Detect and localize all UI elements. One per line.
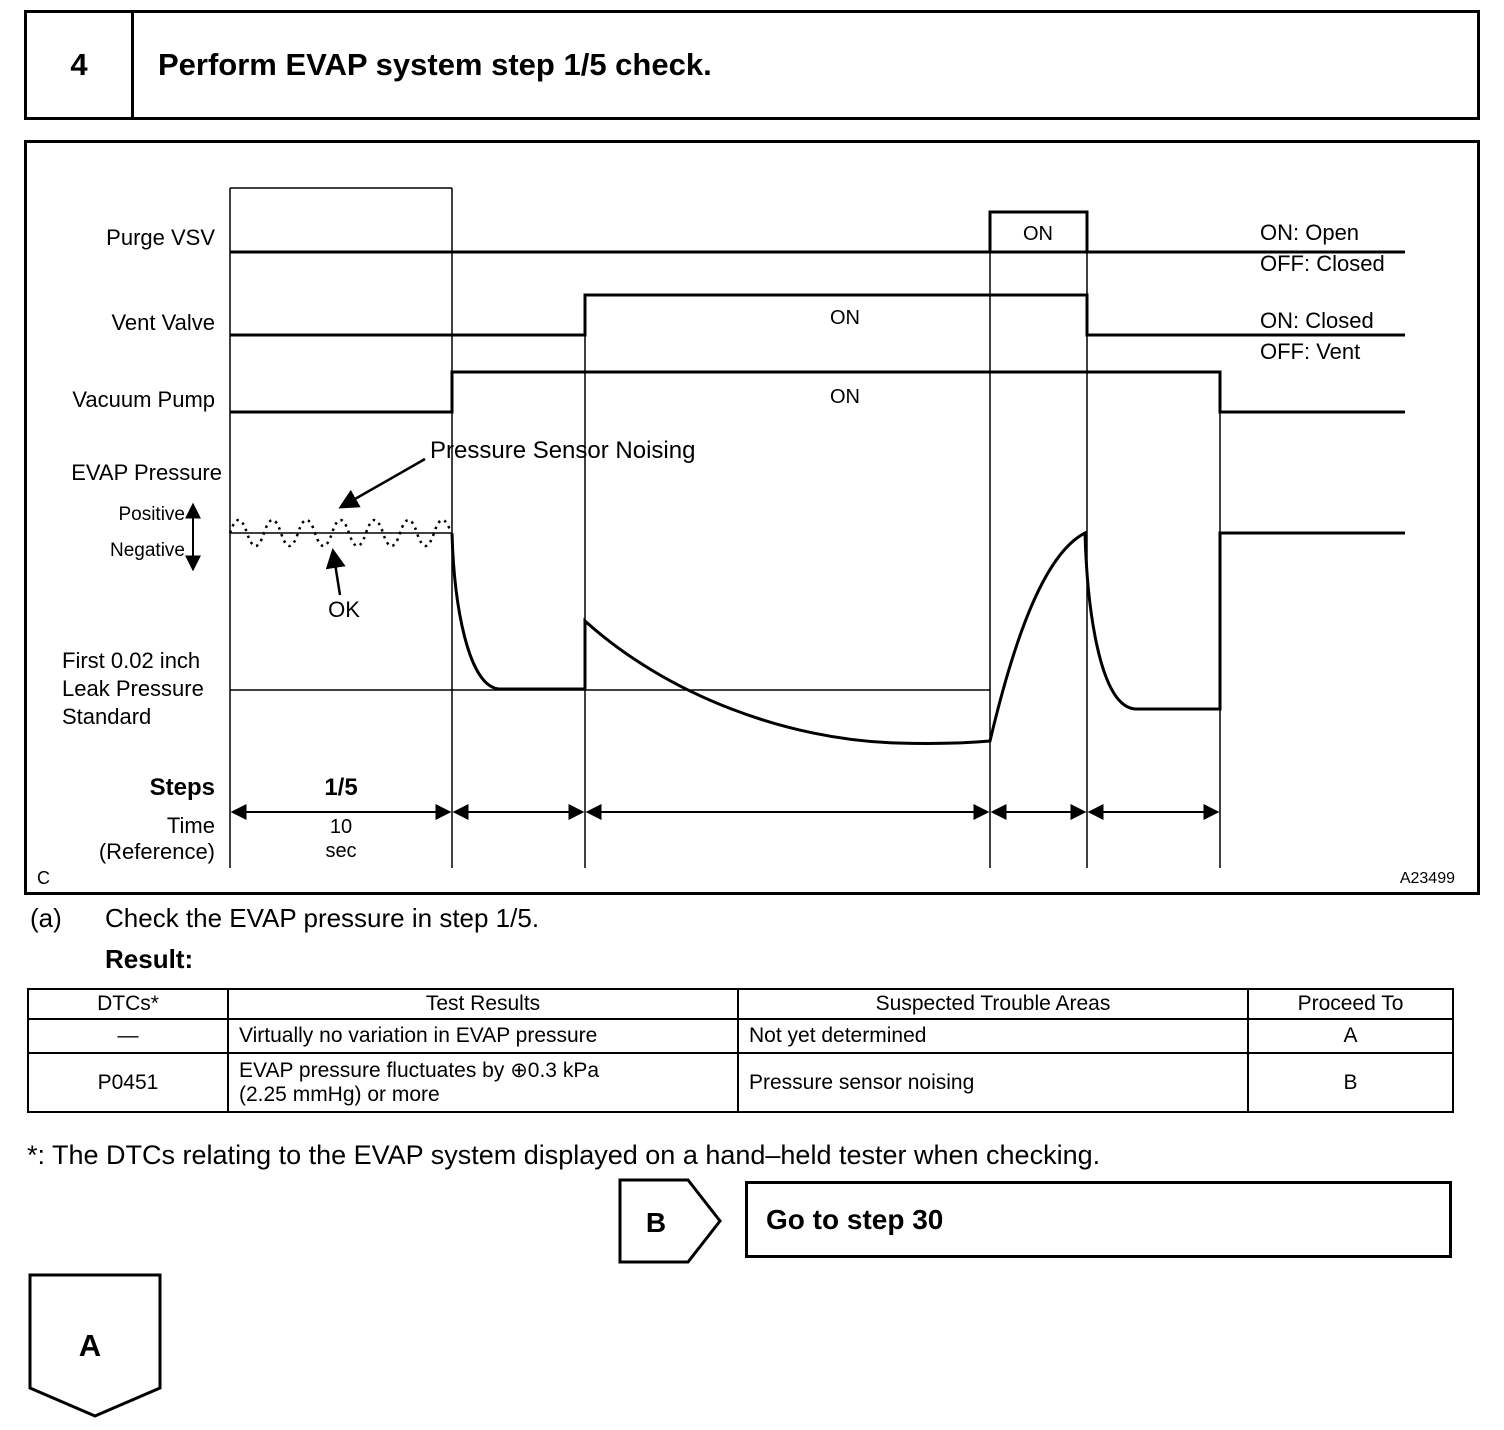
purge-vsv-trace	[230, 210, 1405, 254]
result-label: Result:	[105, 944, 194, 974]
time-value-line2: sec	[325, 840, 356, 862]
leak-standard-line1: First 0.02 inch	[62, 648, 200, 673]
connector-a-shape: A	[28, 1273, 162, 1418]
step-title: Perform EVAP system step 1/5 check.	[158, 47, 712, 82]
table-cell-suspected-area: Not yet determined	[737, 1018, 1249, 1054]
corner-mark: C	[37, 868, 50, 888]
time-grid-lines	[229, 187, 1221, 868]
purge-vsv-legend-on: ON: Open	[1260, 220, 1359, 245]
pressure-sensor-noise-wave	[228, 518, 453, 548]
ok-label: OK	[328, 597, 360, 622]
positive-label: Positive	[118, 504, 185, 525]
table-header-proceed-to: Proceed To	[1247, 988, 1454, 1020]
goto-step-box: Go to step 30	[745, 1181, 1452, 1258]
connector-a-label: A	[79, 1328, 101, 1363]
list-item-text: Check the EVAP pressure in step 1/5.	[105, 903, 540, 933]
steps-label: Steps	[150, 774, 215, 801]
table-cell-suspected-area: Pressure sensor noising	[737, 1052, 1249, 1113]
leak-standard-line2: Leak Pressure	[62, 676, 204, 701]
negative-label: Negative	[110, 540, 185, 561]
vacuum-pump-label: Vacuum Pump	[72, 387, 215, 412]
step-header: 4 Perform EVAP system step 1/5 check.	[24, 10, 1480, 120]
table-cell-test-result: EVAP pressure fluctuates by ⊕0.3 kPa (2.…	[227, 1052, 739, 1113]
time-label-line1: Time	[167, 813, 215, 838]
table-cell-proceed: B	[1247, 1052, 1454, 1113]
vacuum-pump-on-label: ON	[830, 386, 860, 408]
evap-pressure-curve	[450, 530, 1405, 745]
steps-value: 1/5	[324, 774, 357, 801]
vent-valve-legend-off: OFF: Vent	[1260, 339, 1360, 364]
time-label-line2: (Reference)	[99, 839, 215, 864]
table-row: — Virtually no variation in EVAP pressur…	[27, 1018, 1454, 1054]
table-header-test-results: Test Results	[227, 988, 739, 1020]
goto-step-text: Go to step 30	[766, 1203, 944, 1235]
decision-b-label: B	[646, 1207, 666, 1238]
purge-vsv-on-label: ON	[1023, 223, 1053, 245]
vent-valve-trace	[230, 293, 1405, 337]
table-row: P0451 EVAP pressure fluctuates by ⊕0.3 k…	[27, 1052, 1454, 1113]
connector-a-outline	[28, 1273, 162, 1418]
table-cell-proceed: A	[1247, 1018, 1454, 1054]
purge-vsv-legend-off: OFF: Closed	[1260, 251, 1385, 276]
vent-valve-on-label: ON	[830, 307, 860, 329]
table-header-row: DTCs* Test Results Suspected Trouble Are…	[27, 988, 1454, 1020]
figure-code: A23499	[1400, 870, 1455, 887]
evap-timing-diagram-frame: Purge VSV ON ON: Open OFF: Closed Vent V…	[24, 140, 1480, 895]
vent-valve-legend-on: ON: Closed	[1260, 308, 1374, 333]
ok-arrow	[325, 548, 346, 596]
time-value-line1: 10	[330, 816, 352, 838]
table-cell-dtc: P0451	[27, 1052, 229, 1113]
table-cell-test-result: Virtually no variation in EVAP pressure	[227, 1018, 739, 1054]
purge-vsv-label: Purge VSV	[106, 225, 215, 250]
step-number: 4	[27, 13, 134, 117]
table-header-suspected-areas: Suspected Trouble Areas	[737, 988, 1249, 1020]
evap-pressure-label: EVAP Pressure	[71, 460, 222, 485]
vacuum-pump-trace	[230, 370, 1405, 414]
dtc-footnote: *: The DTCs relating to the EVAP system …	[27, 1140, 1101, 1170]
list-item-marker: (a)	[30, 903, 62, 933]
decision-b-shape: B	[618, 1178, 722, 1264]
table-cell-dtc: —	[27, 1018, 229, 1054]
leak-standard-line3: Standard	[62, 704, 151, 729]
pressure-sensor-noising-label: Pressure Sensor Noising	[430, 437, 695, 464]
table-header-dtcs: DTCs*	[27, 988, 229, 1020]
evap-timing-diagram: Purge VSV ON ON: Open OFF: Closed Vent V…	[37, 187, 1455, 888]
results-table: DTCs* Test Results Suspected Trouble Are…	[27, 988, 1454, 1113]
noising-arrow	[338, 457, 426, 509]
decision-b-arrow-outline	[618, 1178, 722, 1264]
vent-valve-label: Vent Valve	[111, 310, 215, 335]
